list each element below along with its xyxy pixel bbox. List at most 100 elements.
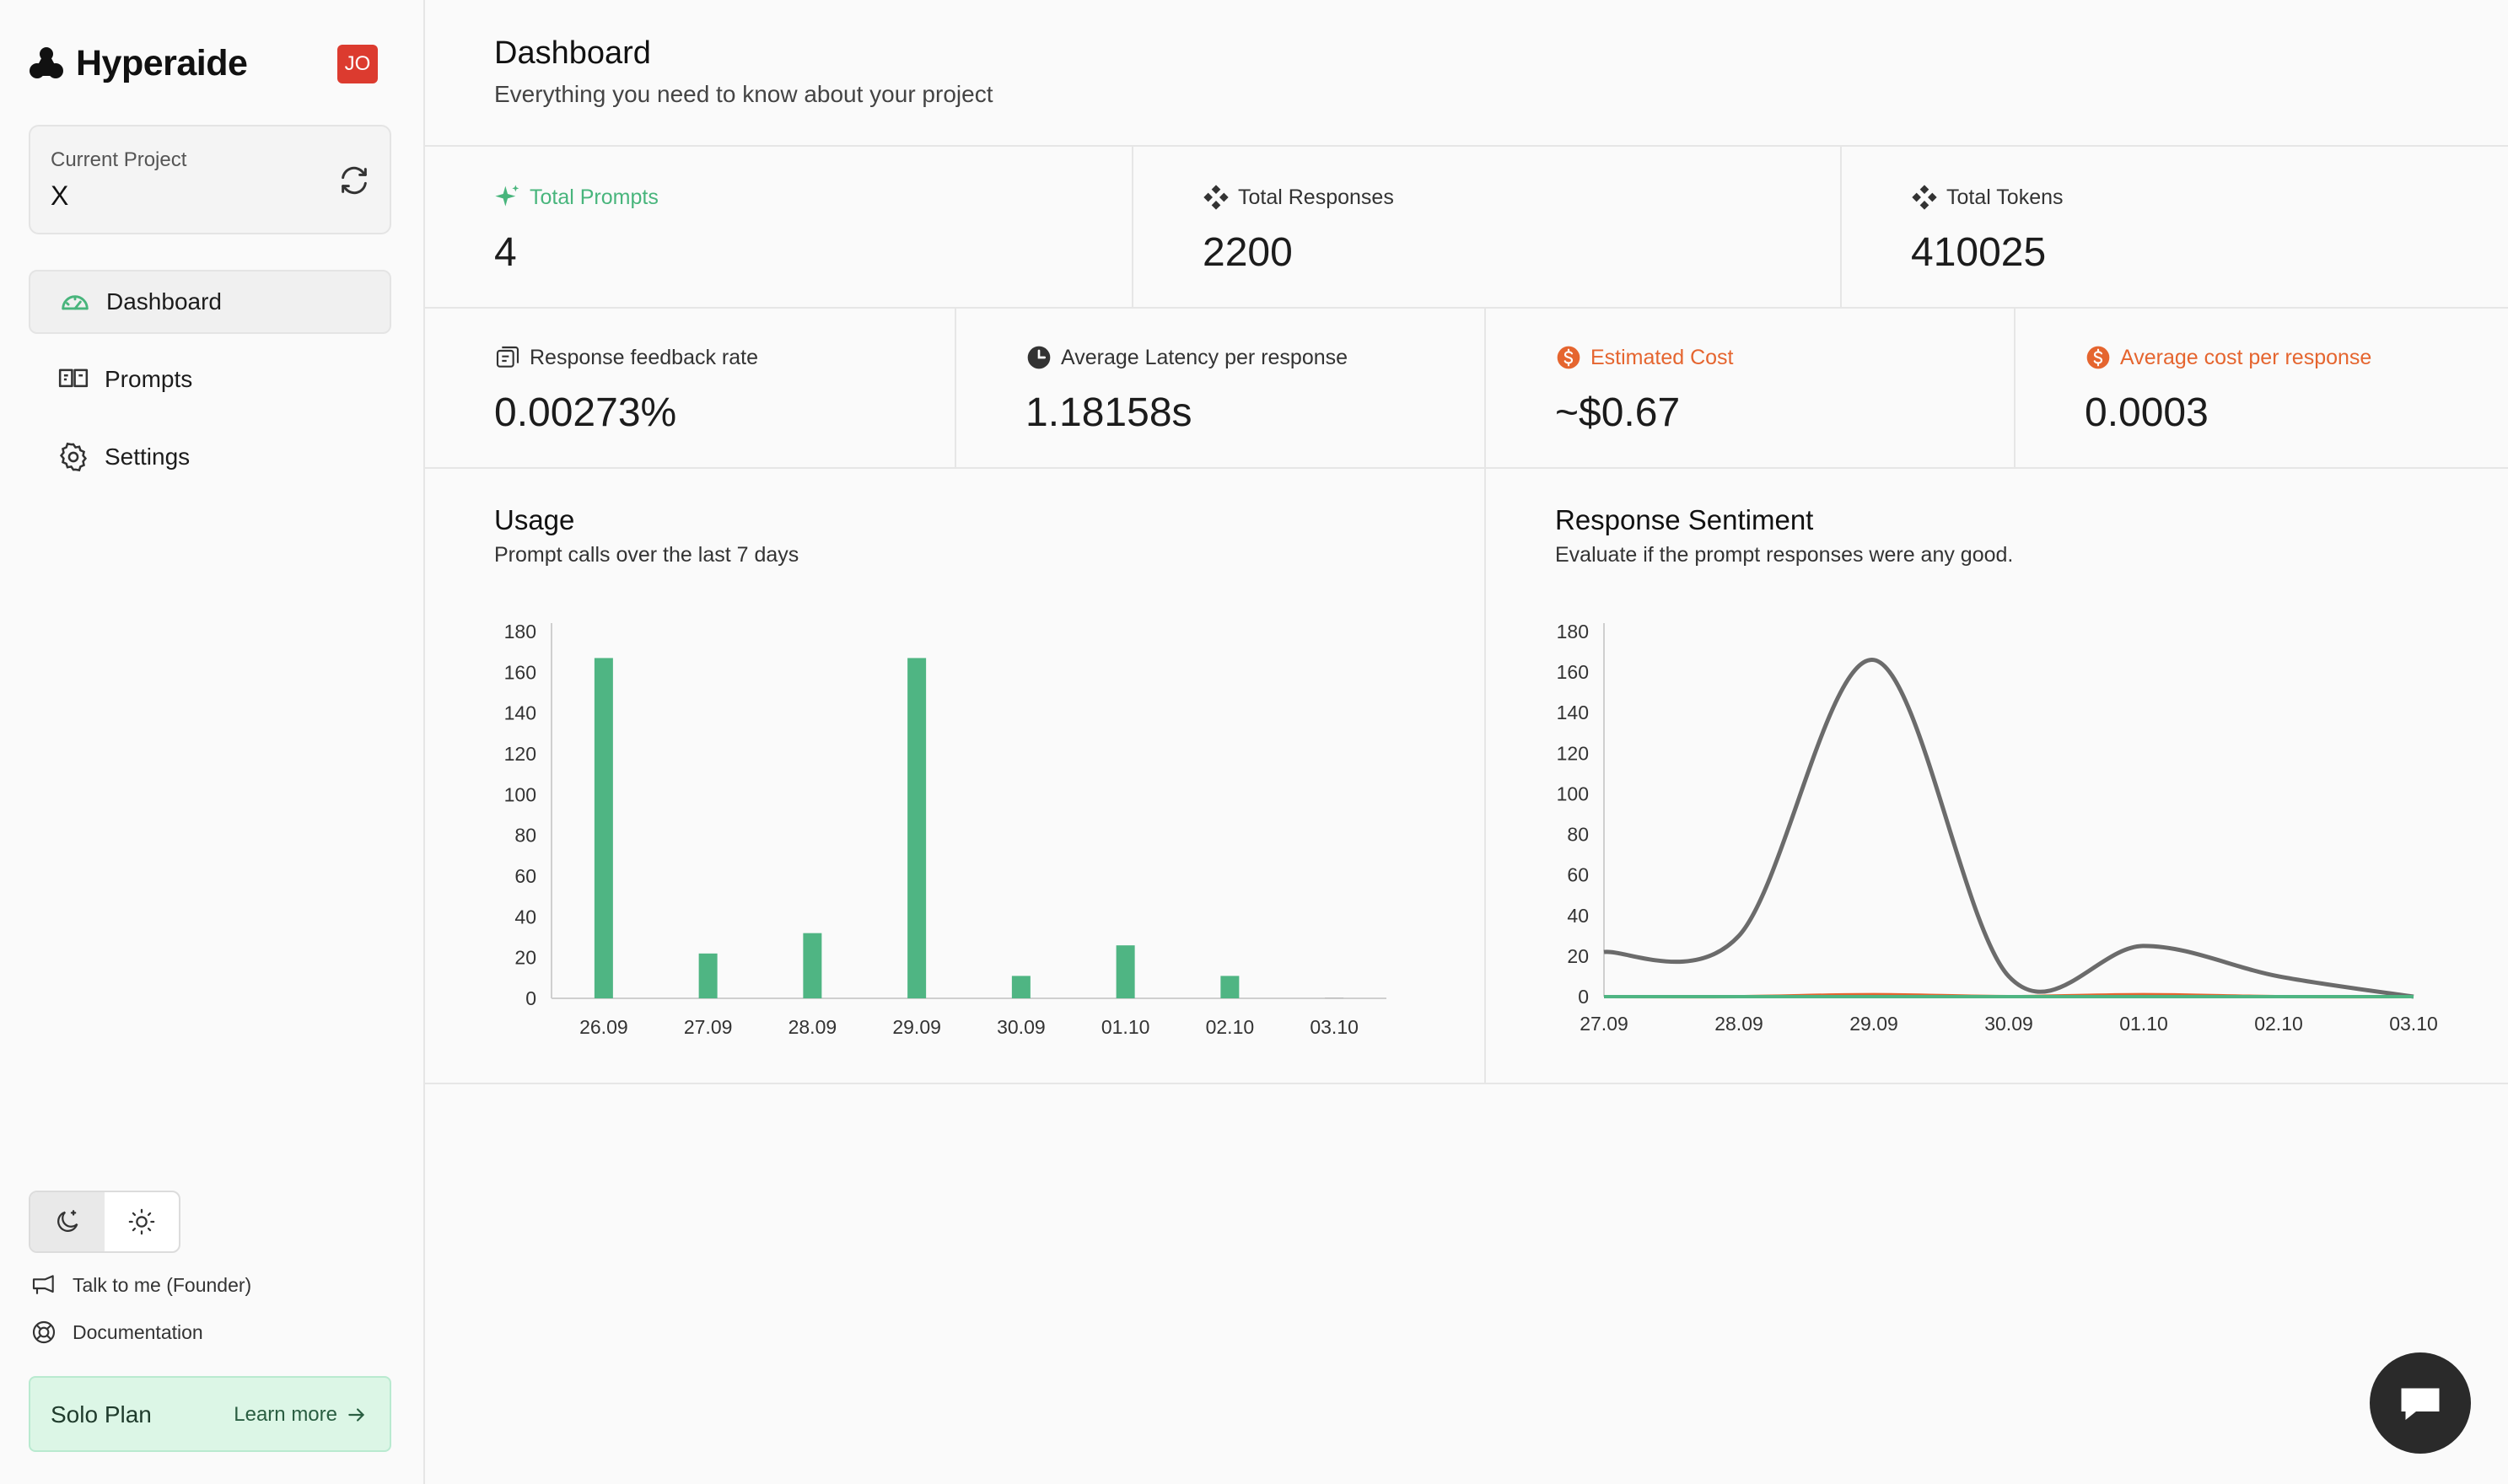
stat-value: ~$0.67	[1555, 390, 1681, 435]
stat-value: 0.0003	[2085, 390, 2209, 435]
y-tick-label: 140	[1557, 702, 1589, 723]
stat-label: Average Latency per response	[1025, 344, 1348, 371]
y-tick-label: 80	[1567, 824, 1589, 846]
bar	[1325, 997, 1344, 998]
foot-link-label: Talk to me (Founder)	[73, 1273, 252, 1296]
bar	[1116, 945, 1135, 998]
sun-icon	[128, 1208, 155, 1235]
project-selector[interactable]: Current Project X	[29, 125, 391, 234]
stat-average-cost: Average cost per response 0.0003	[2016, 307, 2508, 467]
y-tick-label: 80	[514, 825, 536, 847]
dollar-icon	[2086, 346, 2110, 369]
y-tick-label: 120	[1557, 742, 1589, 764]
bar	[803, 933, 822, 998]
sentiment-subtitle: Evaluate if the prompt responses were an…	[1555, 543, 2014, 567]
app-name: Hyperaide	[76, 42, 248, 83]
y-tick-label: 60	[1567, 864, 1589, 886]
x-tick-label: 30.09	[997, 1016, 1046, 1038]
stat-label: Total Prompts	[494, 184, 659, 211]
sidebar-item-settings[interactable]: Settings	[29, 425, 391, 489]
stat-total-responses: Total Responses 2200	[1133, 147, 1842, 307]
clock-icon	[1027, 346, 1051, 369]
x-tick-label: 29.09	[1849, 1013, 1898, 1035]
stats-row-secondary: Response feedback rate 0.00273% Average …	[425, 307, 2508, 469]
page-header: Dashboard Everything you need to know ab…	[425, 0, 2508, 147]
chat-widget-button[interactable]	[2370, 1352, 2471, 1454]
stat-value: 4	[494, 230, 517, 275]
stat-label: Total Responses	[1203, 184, 1394, 211]
y-tick-label: 160	[504, 661, 536, 683]
sidebar-item-prompts[interactable]: Prompts	[29, 347, 391, 411]
y-tick-label: 180	[504, 621, 536, 643]
sidebar-item-label: Dashboard	[106, 288, 222, 315]
y-tick-label: 0	[525, 987, 536, 1009]
x-tick-label: 27.09	[1580, 1013, 1628, 1035]
diamonds-icon	[1912, 185, 1937, 210]
stat-value: 0.00273%	[494, 390, 677, 435]
x-tick-label: 03.10	[2389, 1013, 2438, 1035]
stat-label: Response feedback rate	[494, 344, 758, 371]
y-tick-label: 160	[1557, 661, 1589, 683]
stat-total-tokens: Total Tokens 410025	[1842, 147, 2508, 307]
avatar[interactable]: JO	[337, 45, 378, 83]
usage-subtitle: Prompt calls over the last 7 days	[494, 543, 799, 567]
page-title: Dashboard	[494, 35, 651, 71]
diamonds-icon	[1203, 185, 1229, 210]
y-tick-label: 40	[1567, 905, 1589, 927]
bar	[907, 658, 927, 998]
sidebar: Hyperaide JO Current Project X Dashboard…	[0, 0, 425, 1484]
talk-to-founder-link[interactable]: Talk to me (Founder)	[30, 1272, 251, 1298]
gauge-icon	[62, 295, 89, 310]
light-mode-button[interactable]	[105, 1192, 179, 1251]
x-tick-label: 02.10	[1206, 1016, 1255, 1038]
chat-icon	[2401, 1388, 2440, 1420]
y-tick-label: 0	[1578, 986, 1589, 1008]
bar	[698, 953, 718, 998]
hyperaide-logo-icon	[30, 47, 63, 78]
learn-more-link[interactable]: Learn more	[234, 1403, 368, 1427]
x-tick-label: 30.09	[1984, 1013, 2033, 1035]
y-tick-label: 40	[514, 906, 536, 928]
feedback-icon	[496, 346, 519, 368]
brand[interactable]: Hyperaide	[29, 40, 248, 86]
stat-feedback-rate: Response feedback rate 0.00273%	[425, 307, 956, 467]
stat-average-latency: Average Latency per response 1.18158s	[956, 307, 1486, 467]
sentiment-panel: Response Sentiment Evaluate if the promp…	[1486, 467, 2508, 1083]
sparkle-icon	[495, 185, 519, 207]
refresh-icon[interactable]	[337, 164, 371, 197]
stat-total-prompts: Total Prompts 4	[425, 147, 1133, 307]
foot-link-label: Documentation	[73, 1320, 203, 1343]
bar	[1011, 976, 1031, 998]
gear-icon	[59, 442, 88, 472]
arrow-right-icon	[348, 1408, 365, 1422]
plan-card: Solo Plan Learn more	[29, 1376, 391, 1452]
x-tick-label: 29.09	[892, 1016, 941, 1038]
project-value: X	[51, 180, 69, 211]
x-tick-label: 01.10	[1101, 1016, 1150, 1038]
main-content: Dashboard Everything you need to know ab…	[425, 0, 2508, 1484]
page-subtitle: Everything you need to know about your p…	[494, 81, 993, 107]
y-tick-label: 20	[514, 947, 536, 969]
plan-name: Solo Plan	[51, 1401, 152, 1428]
x-tick-label: 03.10	[1310, 1016, 1359, 1038]
stat-value: 410025	[1911, 230, 2047, 275]
y-tick-label: 100	[1557, 782, 1589, 804]
dark-mode-button[interactable]	[30, 1192, 105, 1251]
y-tick-label: 60	[514, 865, 536, 887]
moon-icon	[57, 1210, 78, 1232]
project-label: Current Project	[51, 148, 187, 171]
documentation-link[interactable]: Documentation	[30, 1319, 203, 1346]
x-tick-label: 28.09	[1714, 1013, 1763, 1035]
dollar-icon	[1557, 346, 1580, 369]
stat-estimated-cost: Estimated Cost ~$0.67	[1486, 307, 2016, 467]
usage-title: Usage	[494, 504, 575, 535]
x-tick-label: 26.09	[579, 1016, 628, 1038]
y-tick-label: 20	[1567, 945, 1589, 967]
stat-value: 2200	[1203, 230, 1293, 275]
stats-row-primary: Total Prompts 4 Total Responses 2200 Tot…	[425, 147, 2508, 309]
x-tick-label: 02.10	[2254, 1013, 2303, 1035]
stat-label: Average cost per response	[2085, 344, 2371, 371]
usage-bar-chart: 0 20 40 60 80 100 120 140 160 180 26.09 27.09 28.09 2…	[504, 621, 1386, 1038]
sidebar-item-dashboard[interactable]: Dashboard	[29, 270, 391, 334]
x-tick-label: 01.10	[2119, 1013, 2168, 1035]
